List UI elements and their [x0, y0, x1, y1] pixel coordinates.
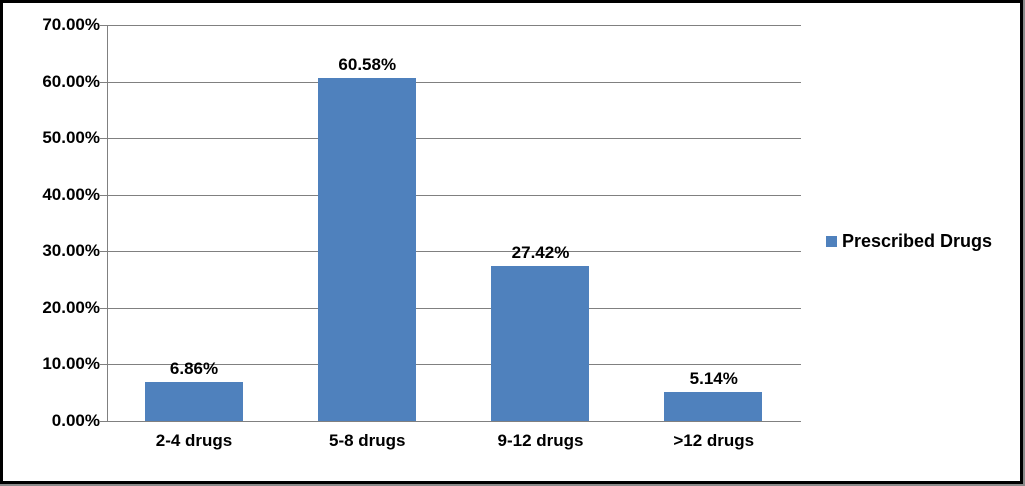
data-label-9-12-drugs: 27.42%	[511, 242, 570, 262]
y-axis-tick-label: 40.00%	[42, 184, 100, 204]
y-axis-tick	[100, 421, 107, 422]
gridline	[108, 364, 801, 366]
y-axis-tick	[100, 138, 107, 140]
y-axis-tick-label: 30.00%	[42, 241, 100, 261]
x-axis-label-12-drugs: >12 drugs	[673, 431, 755, 450]
y-axis-tick-label: 20.00%	[42, 297, 100, 317]
y-axis-tick-label: 70.00%	[42, 15, 100, 34]
y-axis-tick-label: 60.00%	[42, 71, 100, 91]
data-label-12-drugs: 5.14%	[689, 368, 738, 388]
gridline	[108, 307, 801, 309]
gridline	[108, 25, 801, 26]
y-axis-tick-label: 0.00%	[51, 411, 100, 430]
gridline	[108, 138, 801, 140]
data-label-2-4-drugs: 6.86%	[169, 359, 219, 379]
x-axis-label-5-8-drugs: 5-8 drugs	[328, 431, 406, 450]
y-axis-tick	[100, 251, 107, 253]
legend-marker-icon	[826, 236, 837, 247]
y-axis-tick-label: 50.00%	[42, 128, 100, 148]
gridline	[108, 81, 801, 83]
y-axis-tick-label: 10.00%	[42, 354, 100, 374]
bar-2-4-drugs	[144, 382, 243, 421]
x-axis-label-2-4-drugs: 2-4 drugs	[155, 431, 233, 450]
bar-9-12-drugs	[491, 265, 590, 421]
y-axis-tick	[100, 194, 107, 196]
plot-area	[107, 25, 801, 422]
y-axis-tick	[100, 25, 107, 26]
y-axis-tick	[100, 81, 107, 83]
y-axis-tick	[100, 307, 107, 309]
legend: Prescribed Drugs	[826, 231, 992, 252]
bar-12-drugs	[664, 391, 763, 421]
gridline	[108, 251, 801, 253]
legend-series-label: Prescribed Drugs	[842, 231, 993, 251]
x-axis-label-9-12-drugs: 9-12 drugs	[497, 431, 584, 450]
data-label-5-8-drugs: 60.58%	[338, 55, 397, 75]
gridline	[108, 194, 801, 196]
y-axis-tick	[100, 364, 107, 366]
bar-5-8-drugs	[317, 78, 416, 421]
